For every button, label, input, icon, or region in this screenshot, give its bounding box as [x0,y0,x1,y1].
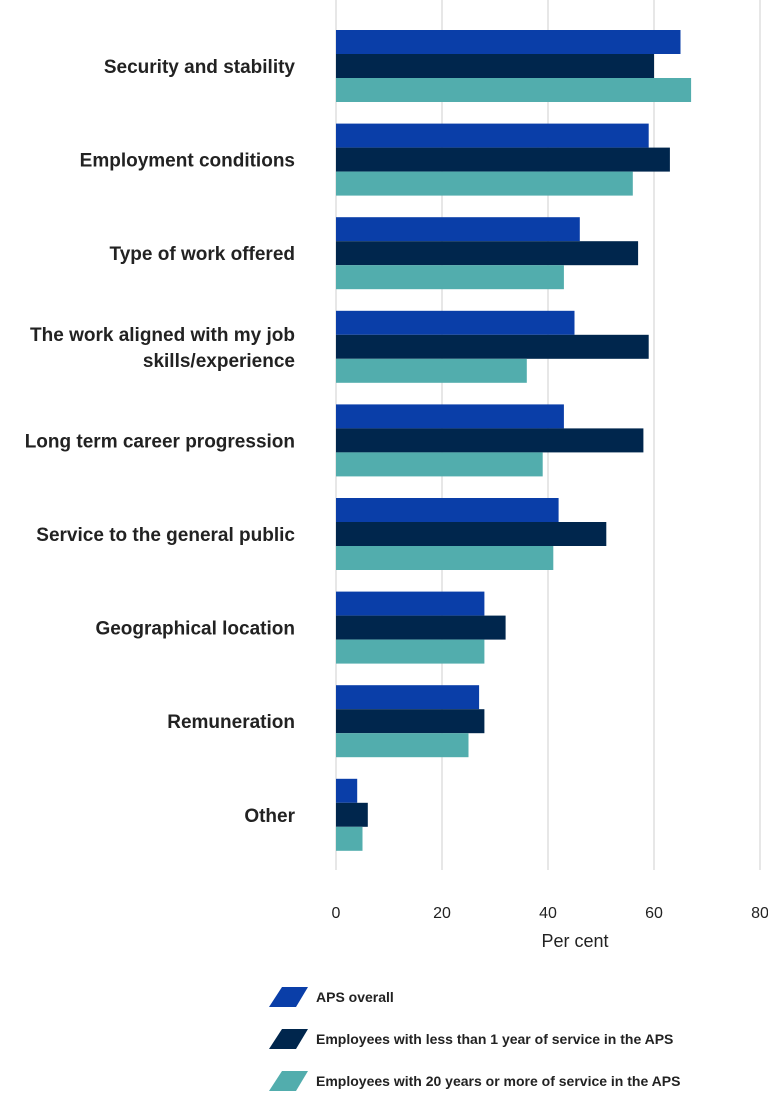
bar [336,78,692,102]
bar [336,778,358,803]
x-axis-title: Per cent [541,931,608,951]
bar-chart: Security and stability Employment conditi… [25,0,768,951]
category-label: Service to the general public [36,525,295,546]
legend-swatch [268,986,312,1008]
x-tick-label: 20 [433,905,451,922]
category-label: Long term career progression [25,431,295,452]
legend-label: Employees with 20 years or more of servi… [316,1073,681,1089]
legend-item-20-years-or-more: Employees with 20 years or more of servi… [268,1066,768,1108]
category-label: Remuneration [167,712,295,733]
bar [336,54,654,78]
bar [336,498,559,522]
legend-swatch [268,1028,312,1050]
bar [336,241,639,266]
category-label: Other [244,806,295,827]
x-tick-label: 80 [751,905,768,922]
bars [336,30,692,851]
legend-item-aps-overall: APS overall [268,982,768,1024]
category-labels: Security and stability Employment conditi… [25,57,296,827]
legend-item-less-than-1-year: Employees with less than 1 year of servi… [268,1024,768,1066]
swatch-shape [269,987,308,1007]
x-tick-labels: 0 20 40 60 80 [332,905,768,922]
bar [336,171,633,196]
category-label: The work aligned with my job skills/exper… [30,325,295,372]
x-tick-label: 0 [332,905,341,922]
swatch-shape [269,1029,308,1049]
bar [336,428,644,453]
bar [336,30,681,54]
bar [336,591,485,616]
bar [336,452,543,477]
bar [336,639,485,664]
bar [336,709,485,734]
legend-label: APS overall [316,989,394,1005]
bar [336,123,649,148]
bar [336,802,368,827]
x-tick-label: 40 [539,905,557,922]
legend: APS overall Employees with less than 1 y… [268,982,768,1108]
bar [336,522,607,546]
bar [336,217,580,242]
bar [336,358,527,383]
bar [336,546,554,570]
legend-label: Employees with less than 1 year of servi… [316,1031,674,1047]
bar [336,615,506,640]
category-label: Security and stability [104,57,296,78]
bar [336,685,480,710]
bar [336,147,670,172]
bar [336,733,469,758]
bar [336,265,564,290]
legend-swatch [268,1070,312,1092]
swatch-shape [269,1071,308,1091]
bar [336,310,575,335]
bar [336,334,649,359]
x-tick-label: 60 [645,905,663,922]
category-label: Type of work offered [110,244,295,265]
bar [336,404,564,429]
category-label: Employment conditions [80,151,295,172]
category-label: Geographical location [95,619,295,640]
bar [336,826,363,851]
